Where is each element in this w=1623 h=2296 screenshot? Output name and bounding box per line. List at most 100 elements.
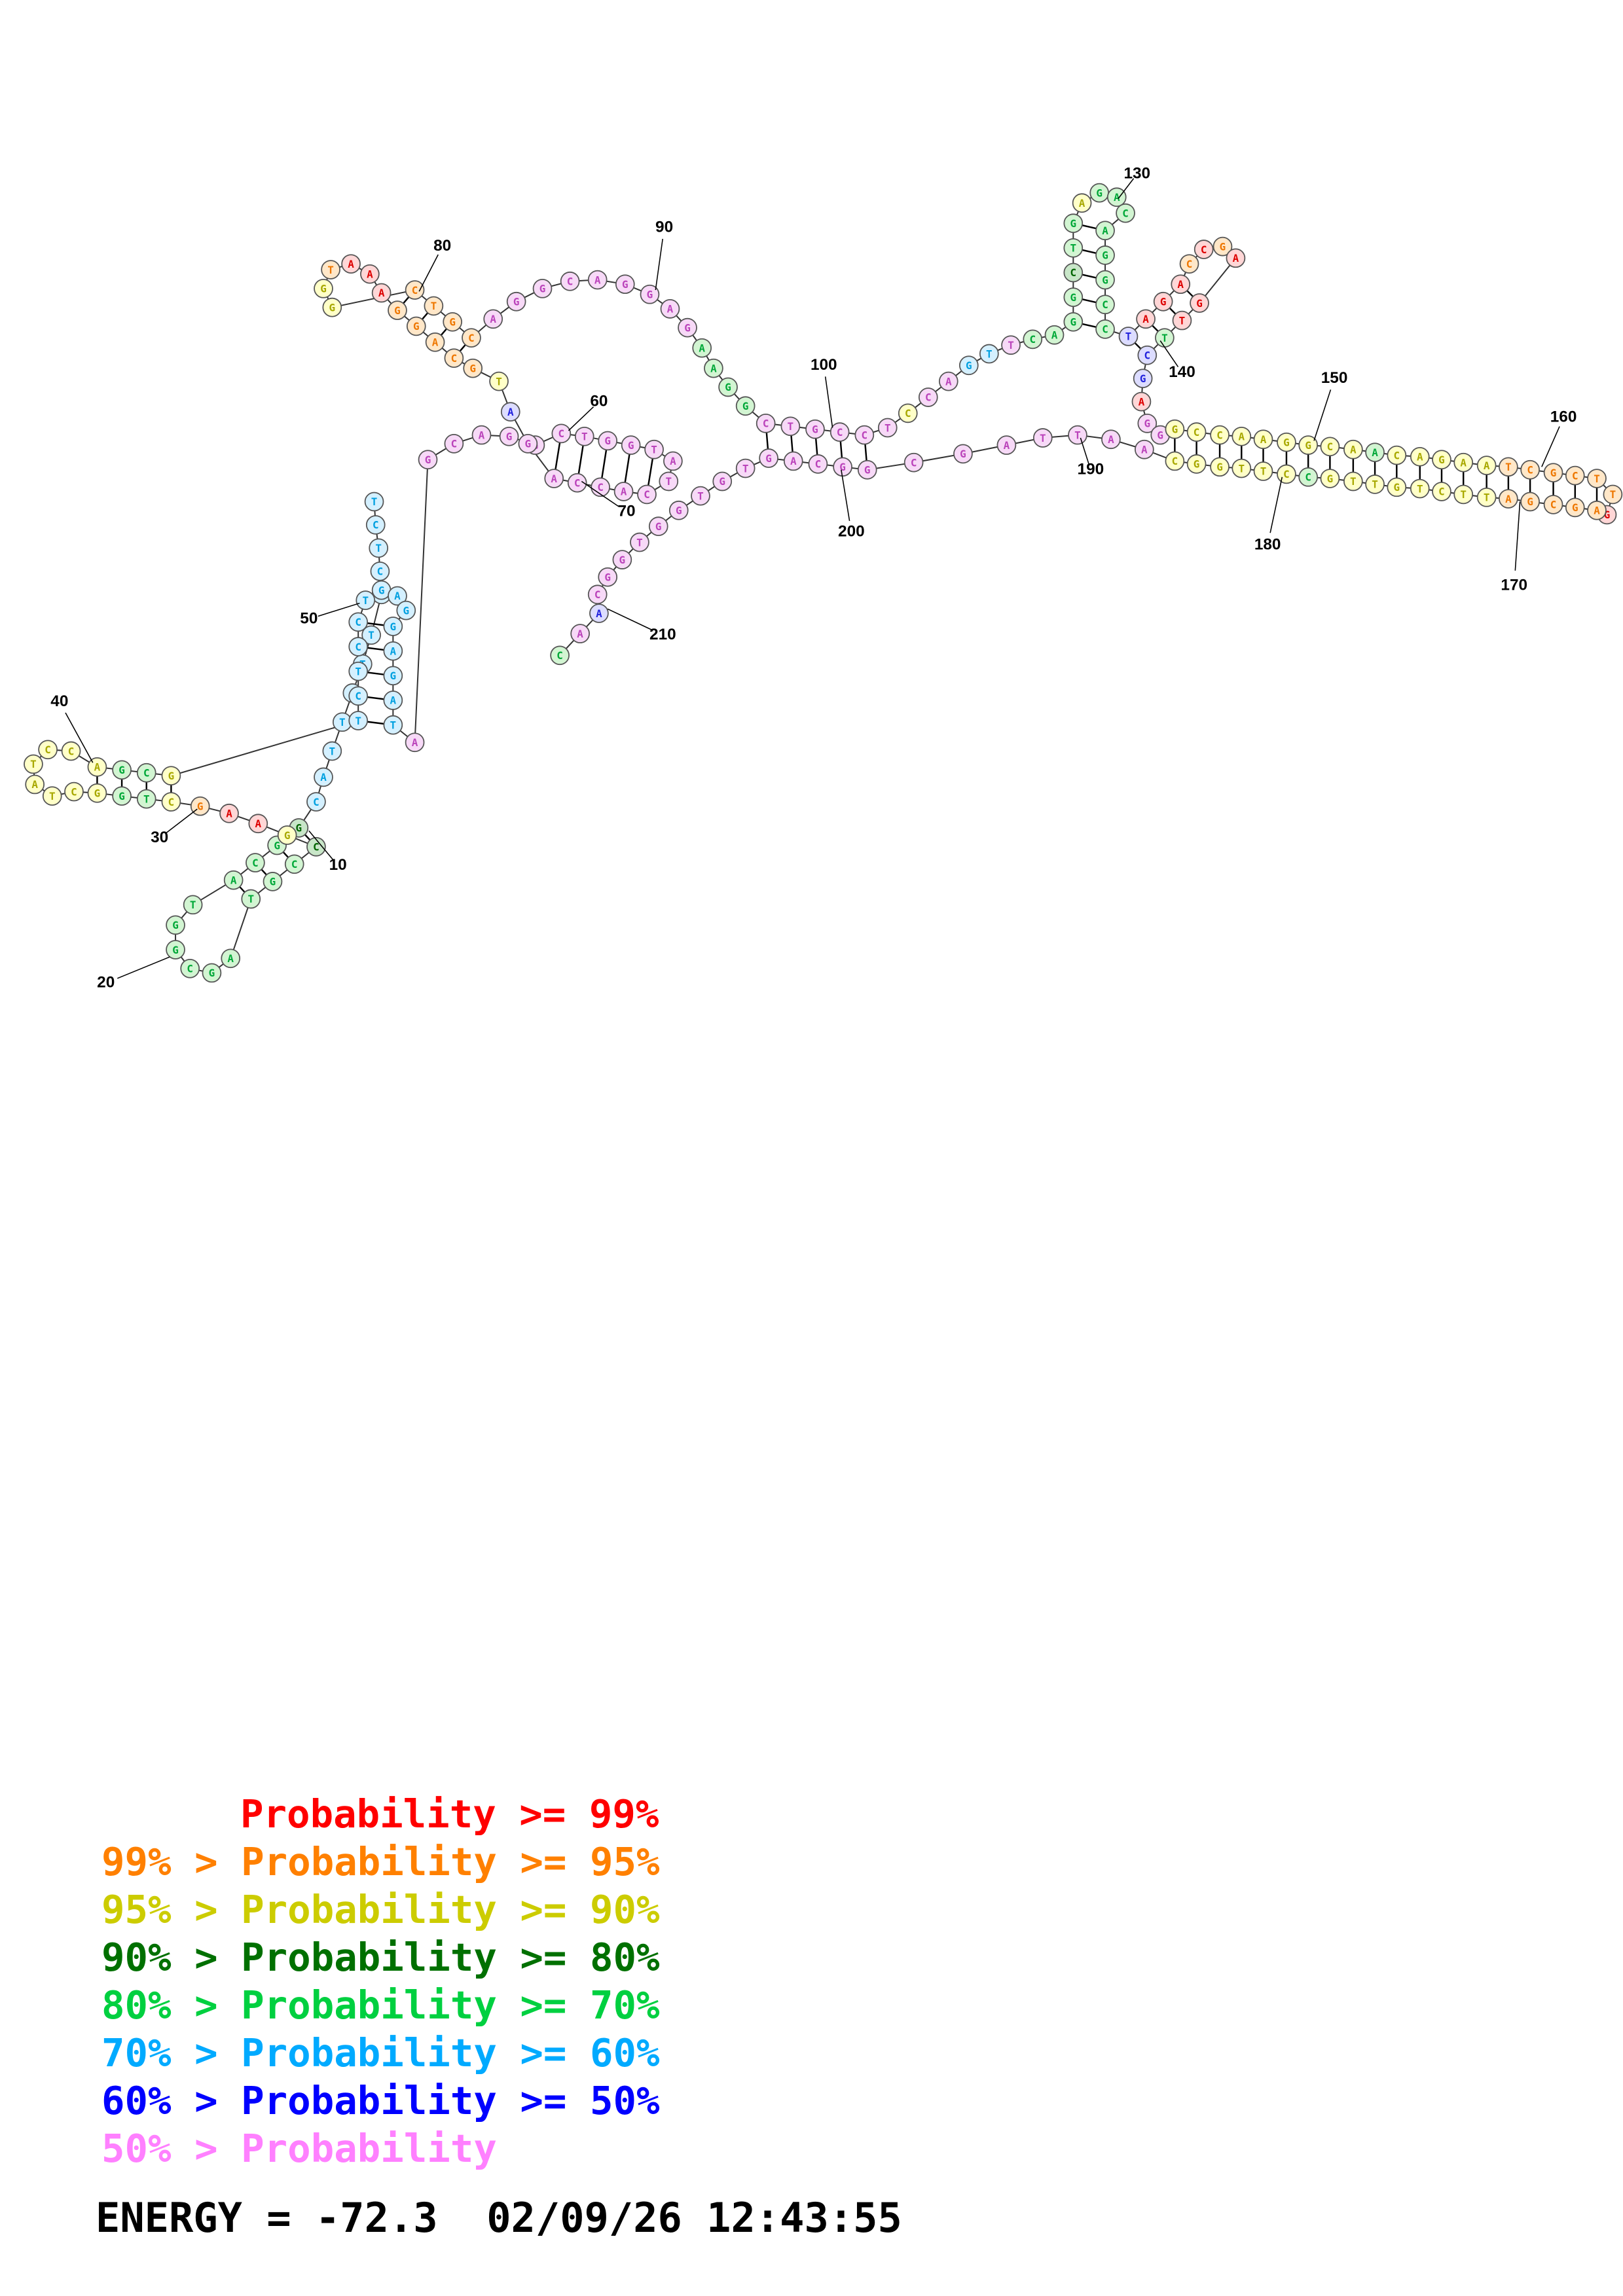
- nucleotide-circle: [663, 451, 683, 471]
- nucleotide-letter: A: [1139, 395, 1145, 408]
- position-label: 40: [50, 692, 68, 710]
- nucleotide-letter: G: [1140, 372, 1146, 385]
- nucleotide-circle: [1587, 500, 1607, 520]
- nucleotide-letter: G: [284, 829, 291, 842]
- nucleotide-letter: C: [313, 796, 319, 808]
- nucleotide-letter: G: [1527, 495, 1533, 508]
- nucleotide: G: [759, 448, 778, 468]
- nucleotide-letter: C: [252, 857, 259, 869]
- nucleotide-letter: C: [1572, 469, 1578, 482]
- nucleotide: G: [621, 435, 641, 455]
- nucleotide-letter: T: [362, 594, 369, 607]
- nucleotide-circle: [463, 358, 483, 378]
- nucleotide-letter: T: [329, 745, 335, 757]
- nucleotide: A: [314, 767, 333, 787]
- nucleotide-circle: [1106, 187, 1127, 207]
- nucleotide-circle: [241, 889, 261, 909]
- nucleotide-letter: A: [1350, 443, 1357, 456]
- nucleotide: T: [424, 296, 444, 316]
- nucleotide: G: [953, 444, 973, 464]
- legend-item: 90% > Probability >= 80%: [101, 1935, 660, 1980]
- nucleotide-letter: T: [1484, 492, 1490, 504]
- nucleotide-letter: G: [1102, 274, 1108, 286]
- nucleotide-circle: [544, 469, 564, 488]
- nucleotide: T: [136, 789, 156, 809]
- nucleotide-circle: [1432, 482, 1451, 501]
- nucleotide: C: [830, 422, 850, 442]
- nucleotide-circle: [1476, 487, 1497, 507]
- nucleotide: A: [589, 603, 609, 623]
- nucleotide-circle: [1186, 422, 1207, 442]
- nucleotide: G: [1387, 477, 1407, 497]
- nucleotide-circle: [532, 278, 553, 298]
- nucleotide: G: [1153, 291, 1173, 312]
- position-label: 160: [1550, 408, 1577, 426]
- position-label: 60: [590, 392, 608, 410]
- nucleotide-circle: [223, 870, 244, 890]
- nucleotide: A: [663, 451, 683, 471]
- nucleotide: G: [499, 426, 519, 446]
- nucleotide: C: [180, 958, 200, 978]
- nucleotide-circle: [356, 590, 376, 610]
- nucleotide-letter: T: [651, 443, 657, 456]
- nucleotide-circle: [1565, 497, 1585, 518]
- nucleotide: A: [704, 358, 723, 378]
- nucleotide-circle: [979, 344, 999, 364]
- nucleotide: C: [1320, 437, 1340, 457]
- nucleotide-circle: [1063, 238, 1084, 258]
- nucleotide-circle: [1131, 391, 1152, 412]
- nucleotide-circle: [364, 492, 384, 512]
- nucleotide: T: [1453, 484, 1474, 505]
- nucleotide-circle: [1095, 270, 1115, 290]
- nucleotide-circle: [1298, 467, 1319, 487]
- nucleotide: T: [1001, 335, 1021, 355]
- nucleotide-letter: A: [1141, 443, 1148, 456]
- nucleotide-letter: A: [1142, 313, 1149, 325]
- nucleotide-letter: T: [788, 420, 794, 433]
- nucleotide-circle: [1068, 425, 1087, 445]
- nucleotide-letter: A: [790, 455, 797, 467]
- nucleotide-circle: [1210, 425, 1230, 445]
- label-leader-line: [841, 469, 850, 521]
- nucleotide-letter: T: [742, 462, 749, 475]
- nucleotide-circle: [996, 435, 1017, 455]
- nucleotide: C: [405, 280, 425, 300]
- nucleotide-letter: T: [371, 495, 378, 508]
- nucleotide-circle: [567, 473, 587, 493]
- nucleotide-letter: C: [862, 429, 868, 441]
- nucleotide-letter: C: [1102, 323, 1108, 336]
- nucleotide: C: [560, 271, 580, 291]
- nucleotide-letter: A: [577, 628, 583, 640]
- nucleotide-circle: [551, 423, 572, 444]
- nucleotide: T: [321, 260, 340, 279]
- nucleotide: C: [1194, 240, 1214, 259]
- nucleotide: G: [396, 600, 416, 620]
- nucleotide: A: [783, 451, 803, 471]
- nucleotide-circle: [348, 612, 369, 632]
- legend-item: 95% > Probability >= 90%: [101, 1887, 660, 1932]
- nucleotide-letter: C: [1172, 455, 1178, 467]
- nucleotide-circle: [246, 853, 265, 872]
- nucleotide-letter: T: [1460, 488, 1467, 501]
- nucleotide-circle: [550, 645, 570, 666]
- nucleotide: C: [161, 792, 181, 812]
- nucleotide: A: [248, 814, 268, 834]
- nucleotide: G: [833, 457, 852, 477]
- nucleotide-circle: [1499, 457, 1518, 477]
- nucleotide-letter: A: [320, 771, 327, 783]
- nucleotide: G: [598, 567, 618, 587]
- nucleotide-letter: G: [1220, 240, 1226, 253]
- nucleotide: A: [405, 732, 425, 753]
- nucleotide-letter: A: [1260, 433, 1267, 446]
- nucleotide-letter: G: [725, 381, 731, 393]
- position-label: 200: [838, 523, 865, 541]
- position-label: 30: [151, 829, 168, 846]
- nucleotide-letter: A: [710, 362, 717, 374]
- label-leader-line: [1313, 389, 1332, 441]
- nucleotide-letter: C: [1194, 426, 1200, 439]
- nucleotide: C: [348, 612, 369, 632]
- nucleotide: G: [612, 550, 632, 569]
- label-leader-line: [418, 254, 439, 292]
- nucleotide: C: [64, 781, 84, 802]
- nucleotide: T: [1172, 310, 1192, 331]
